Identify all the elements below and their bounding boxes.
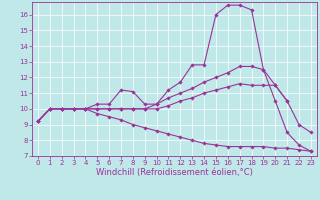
- X-axis label: Windchill (Refroidissement éolien,°C): Windchill (Refroidissement éolien,°C): [96, 168, 253, 177]
